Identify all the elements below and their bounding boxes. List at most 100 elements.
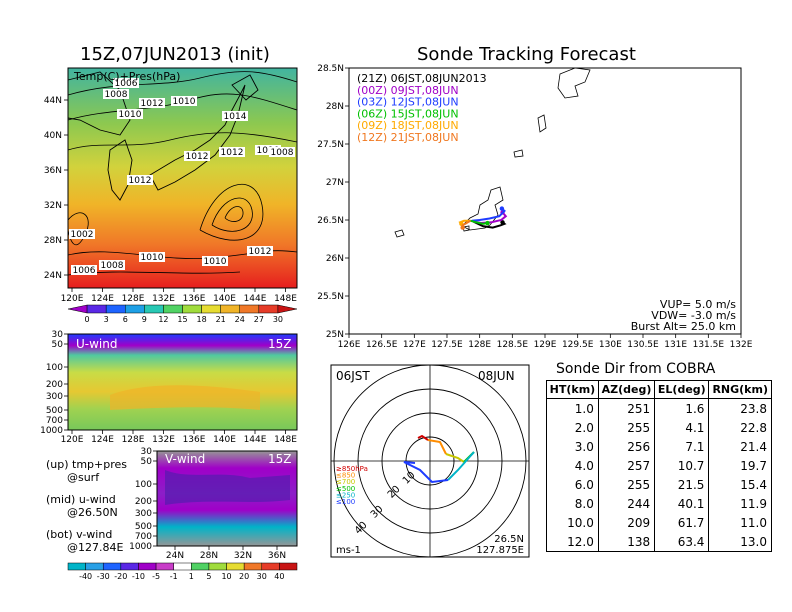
table-cell: 12.0: [546, 532, 599, 552]
table-cell: 3.0: [546, 437, 599, 456]
track-x-tick-label: 131.5E: [693, 340, 725, 350]
colorbar-swatch: [191, 562, 210, 571]
track-frame: [348, 67, 742, 335]
main-title: Sonde Tracking Forecast: [417, 44, 636, 65]
table-cell: 63.4: [654, 532, 710, 552]
map-y-ticks: 44N 40N 36N 32N 28N 24N: [44, 96, 68, 281]
table-cell: 4.0: [546, 456, 599, 475]
isobar-label: 1012: [129, 176, 152, 186]
polar-legend-entry: ≤250: [336, 491, 355, 499]
map-panel-label: Temp(C)+Pres(hPa): [73, 70, 180, 83]
v-x-ticks: 24N 28N 32N 36N: [166, 546, 286, 561]
table-row: 1.0 251 1.6 23.8: [546, 398, 772, 418]
isobar-label-bg: [171, 96, 197, 106]
track-endpoint: [460, 225, 465, 230]
note-line: (bot) v-wind: [46, 528, 113, 541]
colorbar-label: 15: [177, 315, 187, 324]
track-x-tick-label: 129E: [534, 340, 557, 350]
u-x-tick-label: 120E: [61, 435, 84, 445]
table-row: 3.0 256 7.1 21.4: [546, 437, 772, 456]
table-cell: 4.1: [654, 418, 710, 437]
colorbar-label: 12: [158, 315, 168, 324]
note-line: (up) tmp+pres: [46, 458, 128, 471]
colorbar-label: -10: [132, 572, 145, 581]
isobar-label-bg: [202, 256, 228, 266]
table-row: 4.0 257 10.7 19.7: [546, 456, 772, 475]
isobar-label-bg: [269, 147, 295, 157]
map-x-tick-label: 132E: [152, 294, 175, 304]
map-frame: [67, 67, 298, 289]
sonde-table-title: Sonde Dir from COBRA: [556, 361, 716, 377]
table-cell: 255: [597, 418, 656, 437]
polar-legend-entry: ≤100: [336, 498, 355, 506]
isobar-label: 1008: [101, 261, 124, 271]
track-lines: [458, 206, 508, 230]
colorbar-label: -5: [152, 572, 160, 581]
map-y-tick-label: 24N: [44, 271, 62, 281]
map-y-tick-label: 40N: [44, 131, 62, 141]
isobar-label: 1008: [105, 90, 128, 100]
track-y-tick-label: 25N: [326, 330, 344, 340]
map-x-tick-label: 148E: [274, 294, 297, 304]
v-panel-label: V-wind: [165, 452, 205, 466]
colorbar-swatch: [261, 562, 280, 571]
polar-legend: ≥850hPa≤850≤700≤500≤250≤100: [336, 465, 368, 506]
v-y-tick-label: 100: [135, 480, 152, 490]
note-line: @127.84E: [46, 541, 124, 554]
colorbar-label: 5: [206, 572, 211, 581]
sonde-table-col-header: HT(km): [546, 380, 599, 399]
u-x-tick-label: 148E: [274, 435, 297, 445]
colorbar-label: 18: [196, 315, 206, 324]
track-series-3: [470, 219, 488, 225]
colorbar-swatch: [102, 562, 122, 571]
table-cell: 21.4: [708, 437, 772, 456]
isobar-label-bg: [184, 151, 210, 161]
colorbar-swatch: [125, 304, 145, 314]
v-x-tick-label: 24N: [166, 551, 184, 561]
colorbar-label: 9: [142, 315, 147, 324]
track-x-tick-label: 127.5E: [431, 340, 463, 350]
map-y-tick-label: 44N: [44, 96, 62, 106]
isobar-label-bg: [99, 260, 125, 270]
u-x-tick-label: 140E: [213, 435, 236, 445]
track-endpoint: [485, 220, 490, 226]
wind-colorbar: -40 -30 -20 -10 -5 -1 1 5 10 20 30 40: [67, 562, 298, 581]
v-y-tick-label: 30: [141, 447, 153, 457]
table-cell: 61.7: [654, 513, 710, 532]
map-y-tick-label: 32N: [44, 201, 62, 211]
track-info-line: Burst Alt= 25.0 km: [631, 320, 736, 333]
u-x-tick-label: 128E: [122, 435, 145, 445]
sonde-table-col-header: EL(deg): [654, 380, 710, 399]
table-row: 8.0 244 40.1 11.9: [546, 494, 772, 513]
isobar-label-bg: [117, 109, 143, 119]
panel-notes: (up) tmp+pres @surf (mid) u-wind @26.50N…: [46, 458, 127, 554]
track-endpoint: [500, 220, 505, 225]
track-x-ticks: 126E 126.5E 127E 127.5E 128E 128.5E 129E 129.5E…: [338, 334, 753, 350]
polar-lat: 26.5N: [494, 534, 524, 545]
map-x-tick-label: 128E: [122, 294, 145, 304]
u-y-tick-label: 1000: [40, 426, 63, 436]
table-cell: 23.8: [708, 398, 772, 418]
note-line: @surf: [46, 471, 100, 484]
colorbar-label: -30: [97, 572, 110, 581]
map-y-tick-label: 28N: [44, 236, 62, 246]
v-y-tick-label: 500: [135, 522, 152, 532]
hodo-seg-500: [445, 453, 465, 463]
colorbar-label: -20: [114, 572, 127, 581]
colorbar-label: 20: [239, 572, 249, 581]
map-x-tick-label: 124E: [91, 294, 114, 304]
note-line: @26.50N: [46, 506, 118, 519]
v-x-tick-label: 28N: [200, 551, 218, 561]
colorbar-swatch: [220, 304, 241, 314]
u-y-tick-label: 100: [46, 363, 63, 373]
table-cell: 19.7: [708, 456, 772, 475]
track-series-2: [471, 207, 506, 222]
track-info-line: VDW= -3.0 m/s: [651, 309, 736, 322]
table-cell: 11.9: [708, 494, 772, 513]
colorbar-label: 30: [273, 315, 283, 324]
note-line: (mid) u-wind: [46, 493, 116, 506]
